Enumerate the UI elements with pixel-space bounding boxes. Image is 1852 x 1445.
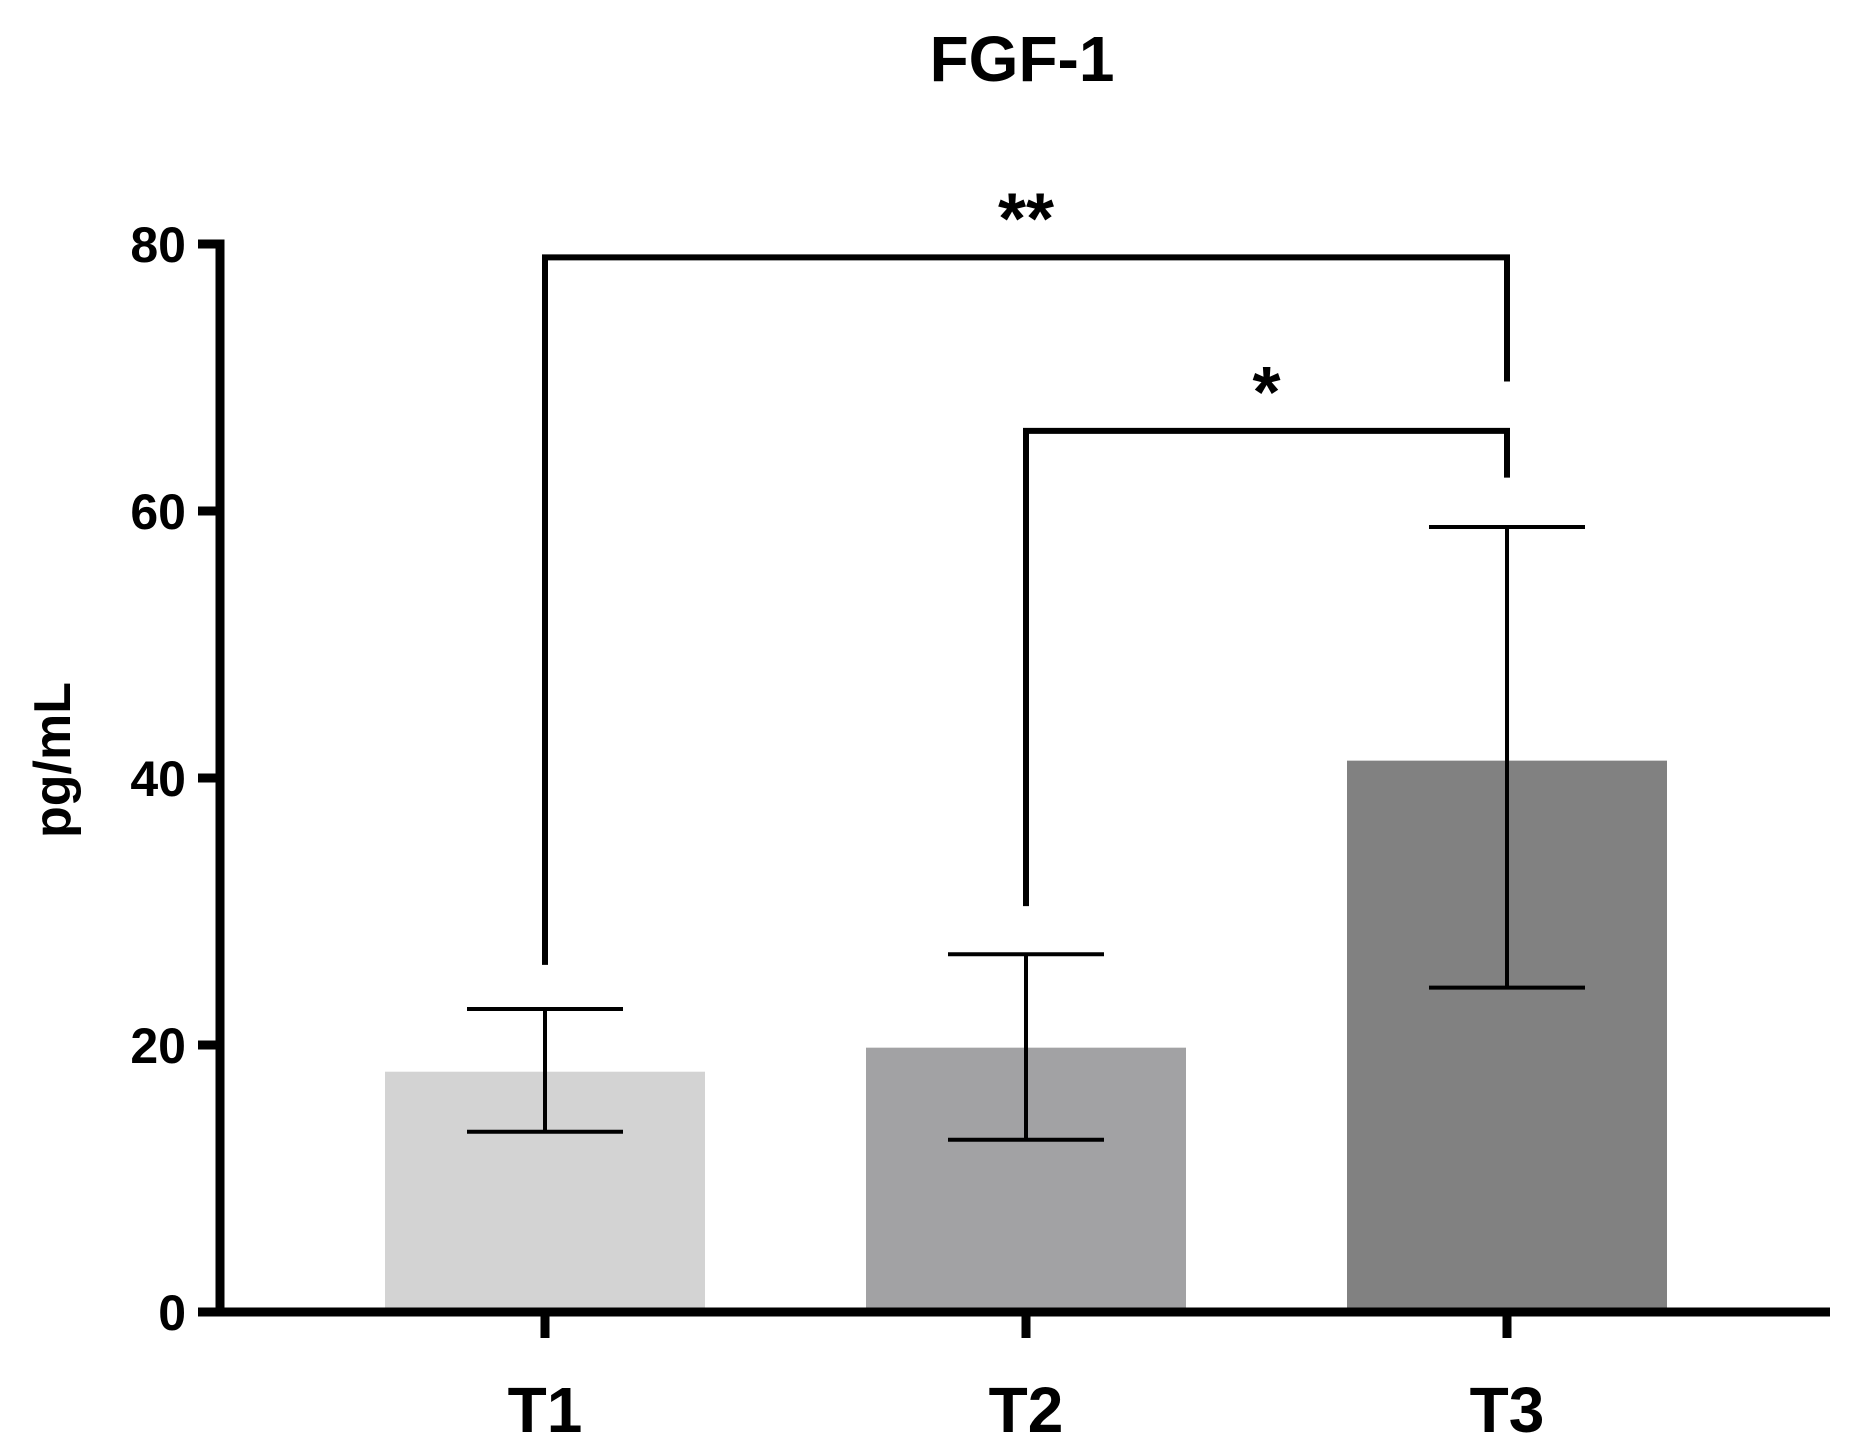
error-bars-layer <box>467 525 1585 1142</box>
x-tick-label-t1: T1 <box>508 1374 583 1440</box>
y-tick-label-80: 80 <box>130 217 186 273</box>
y-tick-label-60: 60 <box>130 484 186 540</box>
chart-title: FGF-1 <box>930 23 1115 95</box>
significance-bracket-2 <box>1023 427 1510 907</box>
y-tick-label-20: 20 <box>130 1018 186 1074</box>
axes-layer: 0 20 40 60 80 T1 T2 T3 <box>130 217 1830 1445</box>
significance-bracket-1 <box>542 254 1510 965</box>
y-axis-label: pg/mL <box>24 682 82 838</box>
significance-label-2: * <box>1252 353 1280 433</box>
significance-layer: *** <box>542 179 1510 965</box>
y-tick-label-0: 0 <box>158 1285 186 1341</box>
significance-label-1: ** <box>998 179 1054 259</box>
x-tick-label-t3: T3 <box>1470 1374 1545 1440</box>
y-tick-label-40: 40 <box>130 751 186 807</box>
x-tick-label-t2: T2 <box>989 1374 1064 1440</box>
